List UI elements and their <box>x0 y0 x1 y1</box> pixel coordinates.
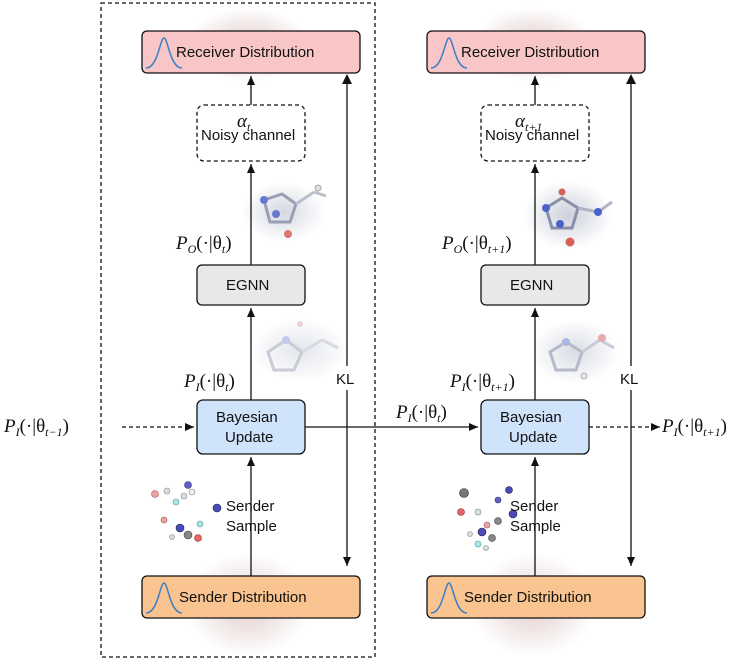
sender-distribution-label: Sender Distribution <box>464 589 592 606</box>
egnn-label: EGNN <box>226 277 269 294</box>
receiver-distribution-box <box>141 30 361 74</box>
output-prior-label: PI(·|θt+1) <box>661 416 727 439</box>
horizontal-flow: PI(·|θt−1) PI(·|θt) PI(·|θt+1) <box>3 402 727 439</box>
sender-sample-line1: Sender <box>510 498 558 515</box>
input-prior-label: PI(·|θt−1) <box>3 416 69 439</box>
po-label: PO(·|θt+1) <box>441 233 512 256</box>
gaussian-icon <box>145 37 183 69</box>
gaussian-icon <box>145 582 183 614</box>
input-molecule-image <box>250 318 350 382</box>
bayesian-label-line1: Bayesian <box>216 409 278 426</box>
egnn-label: EGNN <box>510 277 553 294</box>
bayesian-label-line1: Bayesian <box>500 409 562 426</box>
output-molecule-image <box>523 181 613 249</box>
po-label: PO(·|θt) <box>175 233 232 256</box>
input-molecule-image <box>531 320 619 384</box>
noisy-channel-label: Noisy channel <box>201 127 295 144</box>
alpha-label: αt <box>237 111 251 134</box>
gaussian-icon <box>430 37 468 69</box>
middle-prior-label: PI(·|θt) <box>395 402 447 425</box>
receiver-distribution-label: Receiver Distribution <box>176 44 314 61</box>
timestep-dashed-frame <box>100 2 376 658</box>
sender-sample-atoms-image <box>457 486 518 551</box>
pi-label: PI(·|θt) <box>183 371 235 394</box>
pi-label: PI(·|θt+1) <box>449 371 515 394</box>
bayesian-label-line2: Update <box>225 429 273 446</box>
noisy-channel-box <box>196 104 306 162</box>
panel-timestep-t-plus-1: Receiver Distribution αt+1 Noisy channel… <box>426 7 646 657</box>
gaussian-icon <box>430 582 468 614</box>
sender-distribution-label: Sender Distribution <box>179 589 307 606</box>
kl-label: KL <box>336 371 354 388</box>
sender-sample-atoms-image <box>151 481 222 542</box>
panel-timestep-t: Receiver Distribution αt Noisy channel P… <box>141 7 361 657</box>
receiver-distribution-label: Receiver Distribution <box>461 44 599 61</box>
alpha-label: αt+1 <box>515 111 542 134</box>
noisy-channel-box <box>480 104 590 162</box>
sender-distribution-box <box>426 575 646 619</box>
kl-label: KL <box>620 371 638 388</box>
sender-sample-line1: Sender <box>226 498 274 515</box>
output-molecule-image <box>241 182 327 242</box>
noisy-channel-label: Noisy channel <box>485 127 579 144</box>
bayesian-label-line2: Update <box>509 429 557 446</box>
receiver-distribution-box <box>426 30 646 74</box>
